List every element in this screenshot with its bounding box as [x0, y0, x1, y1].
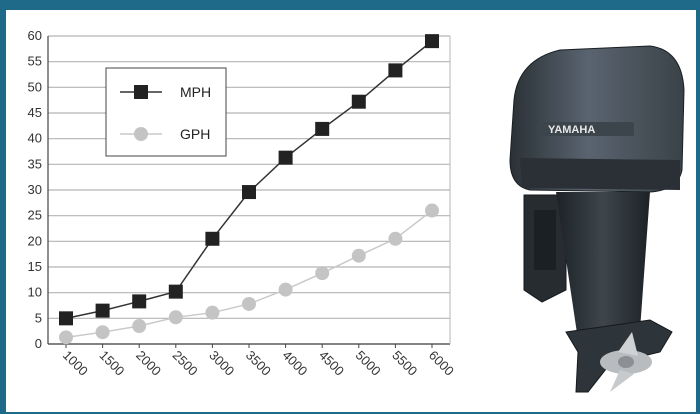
y-tick-label: 5 [35, 310, 42, 325]
x-tick-label: 6000 [426, 348, 457, 379]
data-point-mph [388, 63, 403, 78]
data-point-mph [59, 311, 73, 326]
legend-marker-gph [134, 127, 148, 141]
x-tick-label: 2500 [170, 348, 201, 379]
legend-box [105, 67, 227, 157]
y-tick-label: 15 [28, 259, 42, 274]
x-tick-label: 3500 [243, 348, 274, 379]
legend-marker-mph [134, 85, 148, 99]
y-tick-label: 45 [28, 105, 42, 120]
y-tick-label: 60 [28, 28, 42, 43]
y-tick-label: 20 [28, 233, 42, 248]
y-tick-label: 25 [28, 208, 42, 223]
x-tick-label: 4000 [279, 348, 310, 379]
data-point-mph [132, 294, 147, 309]
x-tick-label: 3000 [206, 348, 237, 379]
data-point-gph [132, 319, 147, 334]
y-tick-label: 50 [28, 79, 42, 94]
y-tick-label: 30 [28, 182, 42, 197]
brand-label: YAMAHA [548, 124, 595, 136]
data-point-gph [95, 325, 110, 340]
x-tick-label: 1500 [96, 348, 127, 379]
legend-label-mph: MPH [180, 84, 211, 100]
data-point-mph [351, 94, 366, 109]
y-tick-label: 40 [28, 131, 42, 146]
data-point-mph [278, 150, 293, 165]
data-point-gph [278, 282, 293, 297]
data-point-gph [168, 310, 183, 325]
legend-label-gph: GPH [180, 126, 210, 142]
data-point-mph [425, 34, 439, 49]
data-point-gph [351, 248, 366, 263]
x-tick-label: 5000 [353, 348, 384, 379]
data-point-gph [59, 330, 73, 345]
x-tick-label: 1000 [60, 348, 91, 379]
data-point-mph [95, 303, 110, 318]
data-point-mph [315, 121, 330, 136]
data-point-mph [205, 231, 220, 246]
data-point-gph [425, 203, 439, 218]
data-point-mph [168, 284, 183, 299]
y-tick-label: 35 [28, 156, 42, 171]
x-tick-label: 5500 [389, 348, 420, 379]
y-tick-label: 0 [35, 336, 42, 351]
line-chart: 0 5 10 15 20 25 30 35 40 45 50 55 60 1000 1500 2000 2500… [28, 28, 457, 379]
content-panel: 0 5 10 15 20 25 30 35 40 45 50 55 60 1000 1500 2000 2500… [6, 10, 696, 412]
data-point-gph [242, 296, 256, 311]
data-point-gph [315, 266, 330, 281]
data-point-mph [242, 185, 256, 200]
y-tick-label: 55 [28, 54, 42, 69]
y-tick-label: 10 [28, 285, 42, 300]
data-point-gph [205, 305, 220, 320]
x-tick-label: 4500 [316, 348, 347, 379]
data-point-gph [388, 231, 403, 246]
outboard-motor-image: YAMAHA [509, 45, 685, 393]
x-tick-label: 2000 [133, 348, 164, 379]
